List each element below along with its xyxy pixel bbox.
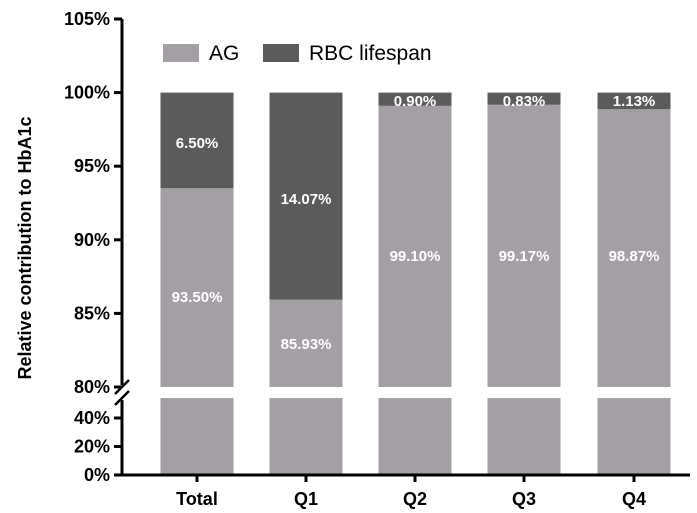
data-label-ag-q1: 85.93%	[281, 336, 332, 353]
bar-rbc-q3	[487, 92, 561, 105]
bar-rbc-q4	[597, 92, 671, 110]
bar-rbc-q1	[269, 92, 343, 300]
bar-ag-total	[160, 188, 234, 387]
data-label-rbc-q4: 1.13%	[613, 93, 656, 110]
y-tick-label-lower-40: 40%	[74, 408, 110, 428]
bar-lower-q3	[487, 398, 561, 475]
data-label-rbc-q3: 0.83%	[503, 93, 546, 110]
x-tick-label-q1: Q1	[294, 489, 318, 509]
y-tick-label-80: 80%	[74, 377, 110, 397]
axis-break-mark	[114, 390, 130, 406]
bar-rbc-total	[160, 92, 234, 189]
y-tick-label-lower-20: 20%	[74, 437, 110, 457]
bar-lower-q2	[378, 398, 452, 475]
bar-lower-q1	[269, 398, 343, 475]
data-label-rbc-total: 6.50%	[176, 135, 219, 152]
bar-rbc-q2	[378, 92, 452, 106]
data-label-ag-q4: 98.87%	[609, 248, 660, 265]
x-tick-label-q2: Q2	[403, 489, 427, 509]
y-tick-label-100: 100%	[64, 83, 110, 103]
data-label-rbc-q2: 0.90%	[394, 93, 437, 110]
bar-ag-q4	[597, 109, 671, 388]
y-tick-label-90: 90%	[74, 230, 110, 250]
bar-ag-q1	[269, 299, 343, 387]
data-label-rbc-q1: 14.07%	[281, 191, 332, 208]
x-tick-label-q4: Q4	[622, 489, 646, 509]
y-tick-label-105: 105%	[64, 9, 110, 29]
data-label-ag-q3: 99.17%	[499, 248, 550, 265]
bar-ag-q3	[487, 104, 561, 387]
y-axis-title: Relative contribution to HbA1c	[15, 116, 35, 379]
x-tick-label-total: Total	[176, 489, 218, 509]
bar-lower-q4	[597, 398, 671, 475]
legend-label-ag: AG	[209, 42, 239, 65]
data-label-ag-total: 93.50%	[172, 289, 223, 306]
legend-swatch-ag	[163, 44, 199, 62]
y-tick-label-85: 85%	[74, 303, 110, 323]
data-label-ag-q2: 99.10%	[390, 248, 441, 265]
bar-ag-q2	[378, 105, 452, 388]
y-tick-label-95: 95%	[74, 156, 110, 176]
y-tick-label-lower-0: 0%	[84, 465, 110, 485]
bar-lower-total	[160, 398, 234, 475]
legend-swatch-rbc-lifespan	[263, 44, 299, 62]
x-tick-label-q3: Q3	[512, 489, 536, 509]
legend-label-rbc-lifespan: RBC lifespan	[309, 42, 432, 65]
